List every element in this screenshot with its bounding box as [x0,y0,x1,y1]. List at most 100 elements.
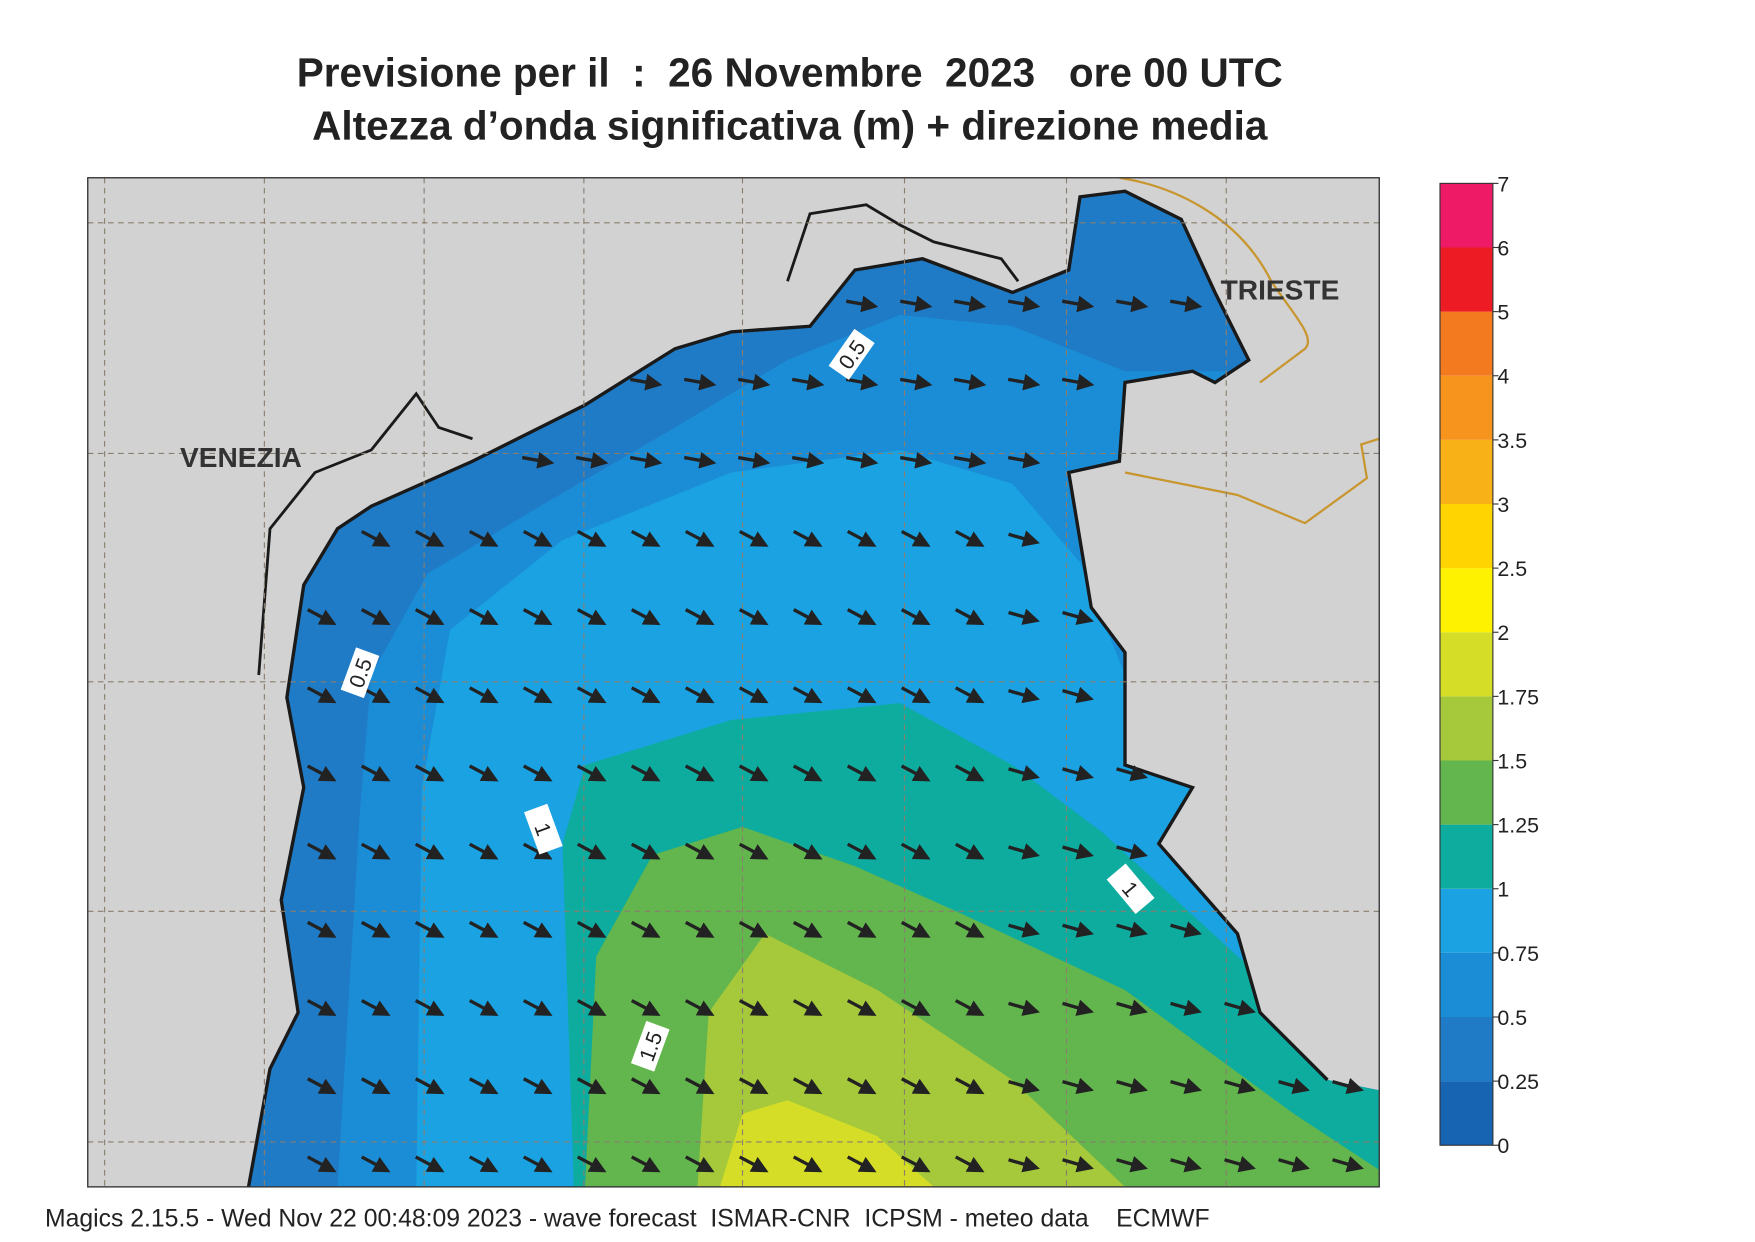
direction-arrow [1008,530,1040,547]
direction-arrow [846,1155,877,1173]
direction-arrow [954,1155,985,1173]
direction-arrow [1332,1077,1364,1095]
direction-arrow [1116,765,1148,782]
direction-arrow [1170,1077,1202,1095]
direction-arrow [306,686,337,704]
direction-arrow [1116,999,1148,1016]
direction-arrow [1332,1156,1364,1173]
direction-arrow [899,373,933,391]
direction-arrow [468,1155,499,1173]
colorbar-band [1440,1081,1493,1146]
direction-arrow [1008,1156,1040,1173]
direction-arrow [1007,295,1041,313]
lagoon [257,391,473,676]
colorbar-label: 2.5 [1497,557,1527,581]
direction-arrow [846,920,877,938]
colorbar-band [1440,760,1493,825]
direction-arrow [1008,608,1040,625]
colorbar-label: 0.5 [1497,1006,1527,1030]
direction-arrow [954,1077,985,1095]
direction-arrow [1224,1077,1256,1095]
direction-arrow [900,842,931,860]
direction-arrow [1062,999,1094,1016]
colorbar-label: 1 [1497,878,1509,902]
colorbar-label: 0.25 [1497,1070,1539,1094]
graticule [87,177,1380,1187]
direction-arrow [845,452,879,469]
subtitle-line: Altezza d’onda significativa (m) + direz… [312,103,1268,149]
colorbar-band [1440,824,1493,889]
direction-arrow [630,529,661,547]
direction-arrow [1116,1077,1148,1095]
direction-arrow [576,842,607,860]
direction-arrow [360,608,391,625]
direction-arrow [360,842,391,860]
colorbar-label: 3.5 [1497,429,1527,453]
label-box [524,803,563,855]
colorbar-label: 1.25 [1497,814,1539,838]
direction-arrow [306,842,337,860]
colorbar-band [1440,1017,1493,1082]
direction-arrow [684,686,715,704]
colorbar-label: 3 [1497,493,1509,517]
colorbar-band [1440,439,1493,504]
direction-arrow [738,764,769,782]
direction-arrow [360,1077,391,1095]
direction-arrow [845,373,879,391]
direction-arrow [630,999,661,1016]
direction-arrow [414,608,445,625]
direction-arrow [1170,921,1202,938]
direction-arrow [953,295,987,313]
direction-arrow [684,529,715,547]
colorbar-label: 4 [1497,365,1509,389]
direction-arrow [791,373,825,391]
direction-arrow [468,999,499,1016]
colorbar-band [1440,632,1493,697]
direction-arrow [468,529,499,547]
direction-arrow [630,842,661,860]
direction-arrow [684,920,715,938]
direction-arrow [738,1077,769,1095]
footer: Magics 2.15.5 - Wed Nov 22 00:48:09 2023… [45,1205,1210,1232]
direction-arrow [846,999,877,1016]
direction-arrow [306,764,337,782]
contour-label: 1 [1106,863,1155,914]
direction-arrow [954,920,985,938]
direction-arrow [1062,1077,1094,1095]
direction-arrow [684,1155,715,1173]
direction-arrow [1008,686,1040,704]
direction-arrow [953,452,987,469]
colorbar-label: 2 [1497,621,1509,645]
direction-arrow [306,1155,337,1173]
colorbar: 0 0.25 0.5 0.75 1 1.25 1.5 1.75 2 2.5 3 3.5 4 5 6 7 [1439,172,1539,1158]
direction-arrow [792,920,823,938]
direction-arrow [953,373,987,391]
direction-arrow [1170,1156,1202,1173]
direction-arrow [1278,1156,1310,1173]
border [1119,177,1380,525]
title-line: Previsione per il : 26 Novembre 2023 ore… [297,50,1283,96]
direction-arrow [522,842,553,860]
direction-arrow [738,686,769,704]
direction-arrow [522,608,553,625]
direction-arrow [1116,843,1148,860]
direction-arrow [630,920,661,938]
direction-arrow [522,686,553,704]
direction-arrow [414,764,445,782]
map-content: Previsione per il : 26 Novembre 2023 ore… [45,50,1539,1233]
direction-arrow [900,1077,931,1095]
direction-arrow [306,608,337,625]
direction-arrow [468,920,499,938]
direction-arrow [576,608,607,625]
direction-arrow [1062,686,1094,704]
map-frame [87,177,1380,1188]
direction-arrow [900,999,931,1016]
direction-arrow [1061,295,1095,313]
direction-arrow [576,999,607,1016]
direction-arrow [684,999,715,1016]
direction-arrow [738,529,769,547]
direction-arrow [468,608,499,625]
direction-arrow [468,686,499,704]
